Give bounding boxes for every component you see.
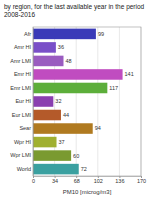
data-label: 117 (109, 85, 118, 91)
y-tick: Eur LMI (12, 112, 33, 118)
category-label: Amr LMI (10, 58, 31, 64)
bars (33, 29, 123, 175)
y-tick: Afr (24, 31, 33, 37)
x-tick: 0 (32, 176, 35, 184)
category-label: Amr HI (14, 44, 32, 50)
category-label: World (17, 166, 31, 172)
data-label: 94 (95, 125, 101, 131)
category-label: Emr LMI (10, 85, 31, 91)
bar (33, 69, 123, 80)
y-tick: Wpr HI (14, 139, 33, 145)
x-tick-label: 68 (74, 178, 80, 184)
data-label: 36 (58, 44, 64, 50)
x-tick: 34 (52, 176, 58, 184)
y-tick: Amr HI (14, 44, 33, 50)
data-label: 32 (55, 98, 61, 104)
bar (33, 150, 71, 161)
x-tick-label: 34 (52, 178, 58, 184)
bar (33, 42, 56, 53)
y-tick: Sear (19, 125, 33, 131)
x-tick-label: 0 (32, 178, 35, 184)
x-tick: 170 (137, 176, 146, 184)
data-label: 44 (63, 112, 69, 118)
category-label: Eur HI (15, 98, 31, 104)
y-tick: World (17, 166, 33, 172)
title: by region, for the last available year i… (4, 3, 145, 18)
category-label: Emr HI (14, 71, 32, 77)
y-tick: Amr LMI (10, 58, 33, 64)
bar (33, 83, 107, 94)
x-axis-title: PM10 [microg/m3] (63, 189, 112, 195)
grid (33, 27, 141, 176)
data-label: 48 (65, 58, 71, 64)
x-tick: 68 (74, 176, 80, 184)
data-labels: 99 36 48 141 117 32 44 94 37 60 72 (55, 31, 133, 172)
grid-line (97, 27, 98, 176)
x-axis-line (34, 177, 142, 179)
data-label: 60 (73, 153, 79, 159)
bar (33, 56, 63, 67)
x-tick-label: 136 (115, 178, 124, 184)
category-label: Sear (19, 125, 31, 131)
category-label: Wpr HI (14, 139, 32, 145)
x-tick: 136 (115, 176, 124, 184)
category-label: Eur LMI (12, 112, 32, 118)
category-label: Wpr LMI (10, 152, 31, 158)
bar (33, 29, 96, 40)
bar (33, 137, 57, 148)
x-tick-label: 170 (137, 178, 146, 184)
x-axis: 0 34 68 102 136 170 (32, 176, 146, 184)
data-label: 141 (125, 71, 134, 77)
y-axis: Afr Amr HI Amr LMI Emr HI Emr LMI Eur HI Eur L… (10, 28, 33, 177)
data-label: 72 (81, 166, 87, 172)
bar (33, 110, 61, 121)
category-label: Afr (24, 31, 31, 37)
grid-line (119, 27, 120, 176)
y-tick: Wpr LMI (10, 152, 33, 158)
data-label: 37 (59, 139, 65, 145)
y-tick: Emr LMI (10, 85, 33, 91)
x-tick-label: 102 (94, 178, 103, 184)
y-axis-line (33, 28, 34, 177)
data-label: 99 (98, 31, 104, 37)
bar (33, 164, 79, 175)
plot: 99 36 48 141 117 32 44 94 37 60 72 Afr Amr HI Amr LMI… (10, 27, 146, 184)
chart: by region, for the last available year i… (0, 0, 149, 198)
bar (33, 96, 53, 107)
y-tick: Eur HI (15, 98, 33, 104)
plot-frame (33, 27, 141, 176)
bar (33, 123, 93, 134)
y-tick: Emr HI (14, 71, 33, 77)
x-tick: 102 (94, 176, 103, 184)
